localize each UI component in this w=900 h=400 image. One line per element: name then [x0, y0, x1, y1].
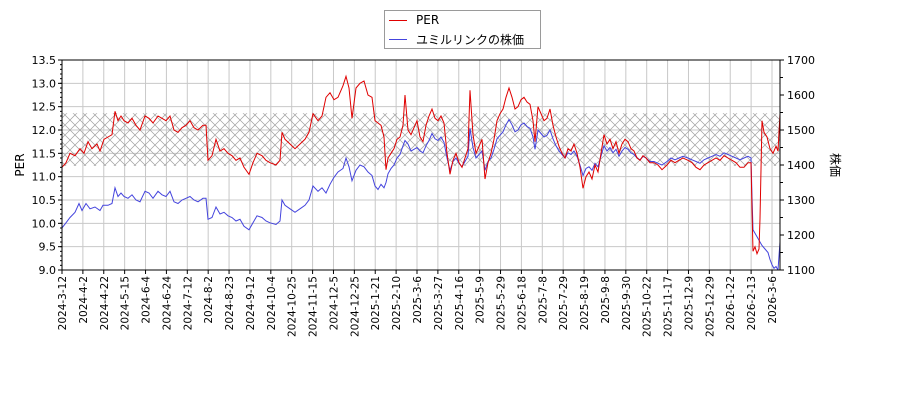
- svg-text:2024-5-15: 2024-5-15: [120, 276, 132, 330]
- svg-text:1200: 1200: [787, 229, 815, 242]
- svg-text:10.0: 10.0: [32, 217, 57, 230]
- svg-text:1700: 1700: [787, 54, 815, 67]
- svg-text:2026-1-22: 2026-1-22: [725, 276, 737, 330]
- price-line: [62, 118, 780, 270]
- svg-text:2024-4-2: 2024-4-2: [78, 276, 90, 324]
- svg-text:2024-7-12: 2024-7-12: [182, 276, 194, 330]
- svg-text:9.0: 9.0: [39, 264, 57, 277]
- svg-text:2025-4-16: 2025-4-16: [454, 276, 466, 331]
- per-line: [62, 74, 780, 256]
- svg-text:2024-12-25: 2024-12-25: [349, 276, 361, 337]
- svg-text:2025-9-8: 2025-9-8: [600, 276, 612, 324]
- svg-text:2026-3-6: 2026-3-6: [767, 276, 779, 324]
- svg-text:2024-4-22: 2024-4-22: [99, 276, 111, 330]
- legend: PER ユミルリンクの株価: [384, 10, 541, 49]
- svg-text:2025-3-6: 2025-3-6: [412, 276, 424, 324]
- legend-label-per: PER: [416, 13, 440, 27]
- legend-item-per: PER: [389, 11, 439, 29]
- svg-text:2024-8-2: 2024-8-2: [203, 276, 215, 324]
- legend-item-price: ユミルリンクの株価: [389, 30, 524, 48]
- legend-label-price: ユミルリンクの株価: [416, 32, 525, 47]
- svg-text:1500: 1500: [787, 124, 815, 137]
- x-axis: 2024-3-12 2024-4-2 2024-4-22 2024-5-15 2024-…: [57, 270, 779, 337]
- right-axis-label: 株価: [828, 153, 843, 177]
- svg-text:2025-7-29: 2025-7-29: [558, 276, 570, 330]
- svg-text:2025-2-10: 2025-2-10: [391, 276, 403, 330]
- svg-text:2025-10-22: 2025-10-22: [642, 276, 654, 337]
- svg-text:2025-12-9: 2025-12-9: [683, 276, 695, 330]
- svg-text:2024-10-25: 2024-10-25: [287, 276, 299, 337]
- svg-text:2025-6-18: 2025-6-18: [516, 276, 528, 330]
- svg-text:11.0: 11.0: [32, 171, 57, 184]
- svg-text:2024-6-4: 2024-6-4: [141, 276, 153, 324]
- svg-text:11.5: 11.5: [32, 147, 57, 160]
- svg-text:2024-12-5: 2024-12-5: [328, 276, 340, 330]
- left-axis: 13.5 13.0 12.5 12.0 11.5 11.0 10.5 10.0 9.5 9.0: [32, 54, 62, 277]
- svg-text:9.5: 9.5: [39, 241, 57, 254]
- svg-text:1100: 1100: [787, 264, 815, 277]
- svg-text:2025-9-30: 2025-9-30: [621, 276, 633, 330]
- right-axis: 1700 1600 1500 1400 1300 1200 1100: [780, 54, 815, 277]
- svg-text:2025-5-29: 2025-5-29: [496, 276, 508, 330]
- svg-text:2025-7-8: 2025-7-8: [537, 276, 549, 324]
- svg-text:2025-12-29: 2025-12-29: [704, 276, 716, 337]
- svg-text:2026-2-13: 2026-2-13: [746, 276, 758, 330]
- svg-text:1300: 1300: [787, 194, 815, 207]
- svg-text:1600: 1600: [787, 89, 815, 102]
- shaded-band: [62, 113, 780, 166]
- svg-text:1400: 1400: [787, 159, 815, 172]
- svg-text:13.0: 13.0: [32, 77, 57, 90]
- svg-text:2024-3-12: 2024-3-12: [57, 276, 69, 330]
- svg-text:2024-9-12: 2024-9-12: [245, 276, 257, 330]
- svg-text:12.0: 12.0: [32, 124, 57, 137]
- svg-text:10.5: 10.5: [32, 194, 57, 207]
- svg-text:2024-10-4: 2024-10-4: [266, 276, 278, 331]
- left-axis-label: PER: [13, 153, 27, 176]
- svg-text:2025-8-19: 2025-8-19: [579, 276, 591, 330]
- svg-text:2025-1-21: 2025-1-21: [370, 276, 382, 330]
- svg-text:2025-5-9: 2025-5-9: [475, 276, 487, 324]
- svg-text:13.5: 13.5: [32, 54, 57, 67]
- svg-text:2025-11-17: 2025-11-17: [663, 276, 675, 337]
- svg-text:2024-11-15: 2024-11-15: [308, 276, 320, 337]
- svg-text:2024-6-24: 2024-6-24: [161, 276, 173, 331]
- svg-text:12.5: 12.5: [32, 101, 57, 114]
- svg-text:2024-8-23: 2024-8-23: [224, 276, 236, 330]
- per-swatch-icon: [389, 19, 407, 21]
- svg-text:2025-3-27: 2025-3-27: [433, 276, 445, 330]
- price-swatch-icon: [389, 38, 407, 40]
